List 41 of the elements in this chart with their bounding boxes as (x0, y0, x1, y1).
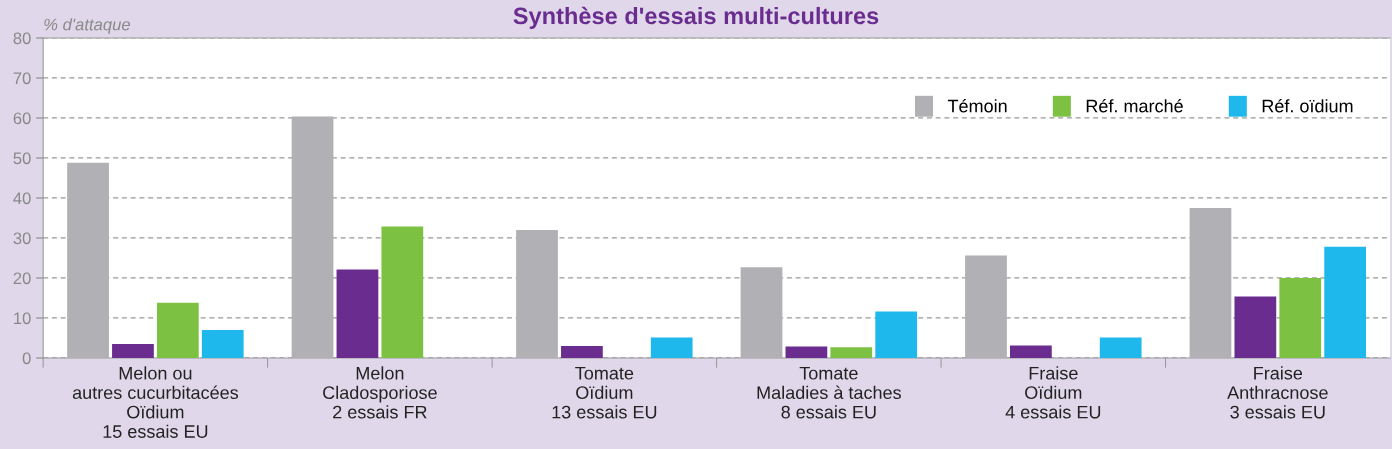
legend-label: Réf. marché (1086, 98, 1183, 113)
chart-title: Synthèse d'essais multi-cultures (513, 6, 879, 29)
bar (1324, 246, 1367, 358)
x-tick-label: Tomate Maladies à taches 8 essais EU (757, 366, 901, 419)
legend-label: Témoin (947, 98, 1007, 113)
bar (516, 229, 558, 358)
x-tick-label: Fraise Anthracnose 3 essais EU (1227, 366, 1328, 419)
y-tick-label: 70 (13, 72, 31, 85)
x-tick-label: Melon Cladosporiose 2 essais FR (323, 366, 437, 419)
bar (561, 345, 603, 358)
bar (112, 343, 154, 358)
legend-label: Réf. oïdium (1262, 98, 1353, 113)
bar (740, 267, 783, 358)
bar (156, 302, 199, 358)
y-tick-label: 50 (13, 152, 31, 165)
y-tick-label: 20 (13, 272, 31, 285)
y-tick-label: 60 (13, 112, 31, 125)
y-tick-label: 40 (13, 192, 31, 205)
y-tick-label: 0 (22, 352, 31, 365)
bar (1189, 207, 1232, 358)
y-axis-title: % d'attaque (44, 18, 131, 34)
bar (201, 329, 244, 358)
bar (336, 269, 379, 358)
bar (785, 346, 828, 358)
x-tick-label: Tomate Oïdium 13 essais EU (552, 366, 657, 419)
bar (965, 255, 1007, 358)
bar (875, 311, 918, 358)
bar (830, 347, 873, 358)
bar (1279, 277, 1322, 358)
bar (291, 116, 334, 358)
bar (1234, 296, 1277, 358)
y-tick-label: 30 (13, 232, 31, 245)
y-tick-label: 10 (14, 312, 31, 325)
bar (1099, 337, 1142, 358)
x-tick-label: Fraise Oïdium 4 essais EU (1005, 366, 1101, 419)
bar (650, 337, 693, 358)
bar (1010, 345, 1052, 358)
bar (67, 162, 109, 358)
x-tick-label: Melon ou autres cucurbitacées Oïdium 15 essais EU (72, 366, 239, 438)
y-tick-label: 80 (13, 32, 31, 45)
bar (381, 226, 424, 358)
